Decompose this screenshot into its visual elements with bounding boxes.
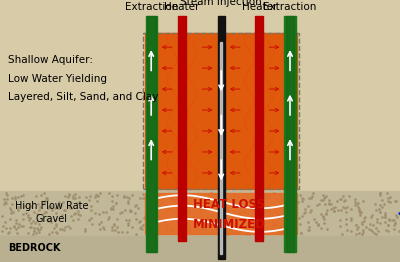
Bar [286,16,294,252]
Text: Layered, Silt, Sand, and Clay: Layered, Silt, Sand, and Clay [8,92,158,102]
Bar [218,16,225,259]
Text: Heater: Heater [164,2,200,12]
Bar [222,33,297,189]
Text: Low Water Yielding: Low Water Yielding [8,74,107,84]
Bar [0,191,400,236]
Bar [147,16,156,252]
Bar [145,33,219,189]
Text: Extraction: Extraction [263,2,317,12]
Bar [145,193,297,234]
Text: MINIMIZED: MINIMIZED [193,217,266,231]
Text: BEDROCK: BEDROCK [8,243,60,253]
Text: High Flow Rate: High Flow Rate [15,201,89,211]
Bar [284,16,296,252]
Text: Steam Injection: Steam Injection [180,0,262,7]
Bar [0,236,400,262]
Bar [220,42,222,254]
Bar [146,16,157,252]
Bar [178,16,186,241]
Text: Heater: Heater [242,2,277,12]
Text: Shallow Aquifer:: Shallow Aquifer: [8,55,93,65]
Bar [143,33,299,189]
Bar [255,16,263,241]
Text: Gravel: Gravel [36,214,68,224]
Text: Extraction: Extraction [124,2,178,12]
Text: HEAT LOSS: HEAT LOSS [193,198,265,211]
